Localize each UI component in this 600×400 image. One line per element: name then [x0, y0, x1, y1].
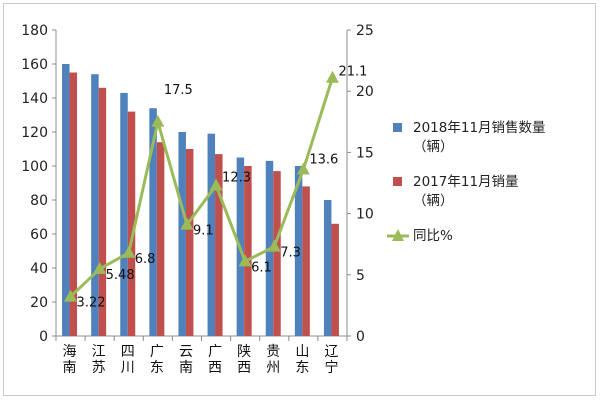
x-category-label: 云南 [179, 344, 193, 376]
yoy-data-label: 3.22 [77, 296, 106, 311]
bar-2018 [323, 200, 332, 336]
y-left-tick-label: 60 [30, 227, 48, 243]
bar-2018 [120, 92, 128, 337]
yoy-data-label: 7.3 [280, 246, 301, 261]
bar-2017 [331, 223, 339, 336]
x-category-label: 海南 [63, 344, 77, 376]
yoy-marker [296, 162, 310, 175]
bar-2017 [302, 186, 310, 336]
bar-2017 [69, 72, 78, 336]
y-right-tick-label: 15 [356, 145, 374, 161]
y-left-tick-label: 80 [30, 193, 48, 209]
yoy-line [69, 77, 334, 298]
yoy-data-label: 6.1 [251, 260, 272, 275]
y-left-tick-label: 180 [21, 23, 48, 39]
yoy-data-label: 12.3 [222, 170, 251, 185]
yoy-data-label: 17.5 [164, 83, 193, 98]
yoy-marker [180, 217, 194, 230]
y-right-tick-label: 25 [356, 23, 374, 39]
bar-2018 [91, 74, 99, 336]
yoy-marker [93, 261, 107, 274]
x-category-label: 辽宁 [324, 344, 338, 376]
bar-2017 [127, 111, 136, 336]
y-right-tick-label: 20 [356, 84, 374, 100]
x-category-label: 广西 [208, 344, 222, 376]
y-left-tick-label: 100 [21, 159, 48, 175]
y-left-tick-label: 20 [30, 295, 48, 311]
legend-label: 2018年11月销售数量（辆） [413, 120, 546, 155]
yoy-data-label: 9.1 [193, 224, 214, 239]
yoy-data-label: 21.1 [338, 65, 367, 80]
y-right-tick-label: 5 [356, 268, 365, 284]
bar-2018 [294, 166, 303, 336]
bar-2018 [178, 132, 186, 336]
legend-swatch [393, 123, 402, 132]
y-left-tick-label: 160 [21, 57, 48, 73]
y-right-tick-label: 10 [356, 207, 374, 223]
yoy-data-label: 13.6 [309, 153, 338, 168]
legend-marker [392, 229, 404, 241]
legend-label: 2017年11月销量（辆） [413, 174, 519, 209]
legend-swatch [393, 177, 402, 186]
x-category-label: 广东 [150, 344, 164, 376]
y-left-tick-label: 140 [21, 91, 48, 107]
bar-2018 [149, 108, 157, 336]
bar-2017 [244, 166, 252, 336]
bar-2017 [273, 171, 281, 336]
yoy-marker [325, 70, 339, 83]
y-left-tick-label: 40 [30, 261, 48, 277]
legend-label: 同比% [413, 228, 453, 244]
yoy-data-label: 6.8 [135, 252, 156, 267]
y-right-tick-label: 0 [356, 329, 365, 345]
yoy-data-label: 5.48 [106, 268, 135, 283]
x-category-label: 四川 [121, 344, 135, 376]
yoy-marker [64, 289, 78, 302]
yoy-marker [267, 239, 281, 252]
bar-2017 [215, 154, 223, 336]
x-category-label: 陕西 [237, 344, 251, 376]
y-left-tick-label: 0 [39, 329, 48, 345]
bar-2017 [98, 87, 107, 336]
bar-2018 [207, 133, 216, 336]
yoy-marker [122, 245, 136, 258]
yoy-marker [209, 178, 223, 191]
yoy-marker [151, 114, 165, 127]
x-category-label: 贵州 [266, 344, 280, 376]
bar-2017 [185, 149, 194, 336]
x-category-label: 江苏 [92, 344, 106, 376]
bar-2018 [62, 64, 70, 336]
y-left-tick-label: 120 [21, 125, 48, 141]
x-category-label: 山东 [295, 344, 309, 376]
bar-2017 [156, 142, 165, 336]
yoy-marker [238, 254, 252, 267]
